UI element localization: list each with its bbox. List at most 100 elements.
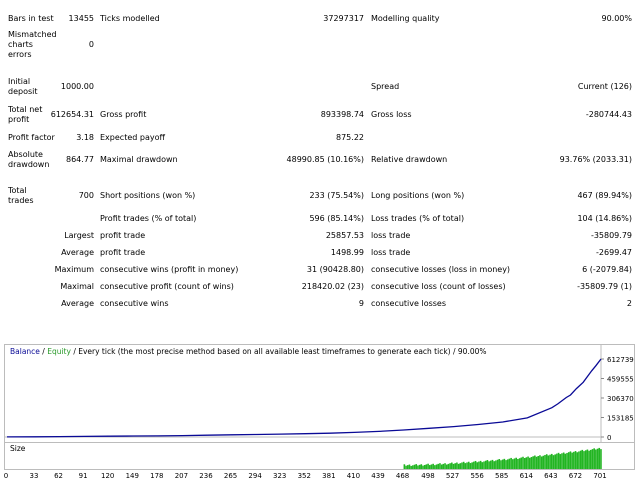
size-bar xyxy=(479,460,482,469)
size-bar xyxy=(462,461,465,469)
size-bar xyxy=(523,458,526,469)
avgwins-label: consecutive wins xyxy=(100,299,169,308)
size-bar xyxy=(532,456,534,469)
x-tick-label: 527 xyxy=(446,472,459,480)
size-bar xyxy=(449,463,451,469)
profittrades-value: 596 (85.14%) xyxy=(309,214,364,223)
size-bar xyxy=(483,461,485,469)
size-bar xyxy=(503,458,506,469)
maxwins-value: 31 (90428.80) xyxy=(306,265,364,274)
size-bar xyxy=(574,451,577,469)
size-bar xyxy=(412,465,414,469)
y-tick-label: 612739 xyxy=(607,356,634,364)
maxlosses-value: 6 (-2079.84) xyxy=(582,265,632,274)
size-bar xyxy=(545,454,548,469)
legend-balance: Balance xyxy=(10,347,40,356)
largest-label: Largest xyxy=(64,231,94,240)
size-bar xyxy=(581,449,584,469)
average-loss-label: loss trade xyxy=(371,248,411,257)
size-bar xyxy=(508,458,511,469)
size-bar xyxy=(415,464,418,469)
y-axis-ticks: 612739 459555 306370 153185 0 xyxy=(601,356,634,442)
size-bar xyxy=(488,461,490,469)
size-bar xyxy=(518,458,521,469)
reldd-value: 93.76% (2033.31) xyxy=(559,155,632,164)
largest-loss-label: loss trade xyxy=(371,231,411,240)
x-tick-label: 265 xyxy=(224,472,237,480)
size-bar xyxy=(423,464,426,469)
long-value: 467 (89.94%) xyxy=(577,191,632,200)
bars-value: 13455 xyxy=(68,14,94,23)
size-bar xyxy=(464,463,467,469)
size-bar xyxy=(557,452,560,469)
size-bar xyxy=(451,462,453,469)
size-bar xyxy=(435,464,438,469)
size-bar xyxy=(591,449,594,469)
chart-grid xyxy=(5,345,602,443)
maxloss-value: -35809.79 (1) xyxy=(577,282,632,291)
size-bar xyxy=(556,453,558,469)
size-bar xyxy=(513,458,516,469)
size-bar xyxy=(473,461,475,469)
x-tick-label: 149 xyxy=(126,472,139,480)
x-tick-label: 672 xyxy=(569,472,582,480)
size-bar xyxy=(525,457,528,469)
size-bar xyxy=(410,465,412,469)
largest-profit-label: profit trade xyxy=(100,231,146,240)
size-bar xyxy=(442,463,445,469)
size-bar xyxy=(454,463,457,469)
size-bar xyxy=(596,448,599,469)
size-bar xyxy=(501,459,504,469)
largest-loss-value: -35809.79 xyxy=(590,231,632,240)
mismatch-value: 0 xyxy=(88,40,94,49)
size-bar xyxy=(567,452,570,469)
size-bar xyxy=(520,457,523,469)
maxprofit-label: consecutive profit (count of wins) xyxy=(100,282,234,291)
payoff-label: Expected payoff xyxy=(100,133,165,142)
maxwins-label: consecutive wins (profit in money) xyxy=(100,265,239,274)
size-bar xyxy=(408,464,411,469)
size-bar xyxy=(456,462,458,469)
size-bar xyxy=(500,460,502,469)
y-tick-label: 306370 xyxy=(607,395,634,403)
x-tick-label: 178 xyxy=(150,472,163,480)
x-tick-label: 236 xyxy=(199,472,213,480)
size-bar xyxy=(498,459,501,469)
x-axis: 0 33 62 91 120 149 178 207 236 265 294 323 352 381 410… xyxy=(4,472,607,480)
short-value: 233 (75.54%) xyxy=(309,191,364,200)
legend-equity: Equity xyxy=(47,347,71,356)
size-bar xyxy=(447,463,450,469)
average2-label: Average xyxy=(61,299,94,308)
spread-value: Current (126) xyxy=(577,82,632,91)
avglosses-value: 2 xyxy=(626,299,632,308)
size-bar xyxy=(540,456,543,469)
x-tick-label: 498 xyxy=(421,472,434,480)
size-bar xyxy=(547,455,550,469)
size-bar xyxy=(554,454,556,469)
maxlosses-label: consecutive losses (loss in money) xyxy=(371,265,511,274)
average-profit-value: 1498.99 xyxy=(330,248,364,257)
size-bar xyxy=(461,462,463,469)
short-label: Short positions (won %) xyxy=(100,191,196,200)
grossprofit-label: Gross profit xyxy=(100,110,147,119)
maxprofit-value: 218420.02 (23) xyxy=(301,282,364,291)
size-bar xyxy=(445,464,448,469)
pf-label: Profit factor xyxy=(8,133,55,142)
size-bar xyxy=(600,449,602,469)
size-bar xyxy=(515,457,518,469)
size-bar xyxy=(527,456,529,469)
size-bar xyxy=(573,451,575,469)
size-bar xyxy=(417,465,419,469)
size-bar xyxy=(564,453,567,469)
size-bar xyxy=(413,464,416,469)
size-bar xyxy=(561,453,563,469)
size-bar xyxy=(593,448,595,469)
quality-value: 90.00% xyxy=(601,14,632,23)
ticks-label: Ticks modelled xyxy=(100,14,160,23)
trades-label: Total trades xyxy=(8,186,34,205)
x-tick-label: 323 xyxy=(273,472,286,480)
size-bar xyxy=(528,457,531,469)
size-bar xyxy=(478,461,480,469)
x-tick-label: 381 xyxy=(322,472,335,480)
size-bar xyxy=(535,456,538,469)
